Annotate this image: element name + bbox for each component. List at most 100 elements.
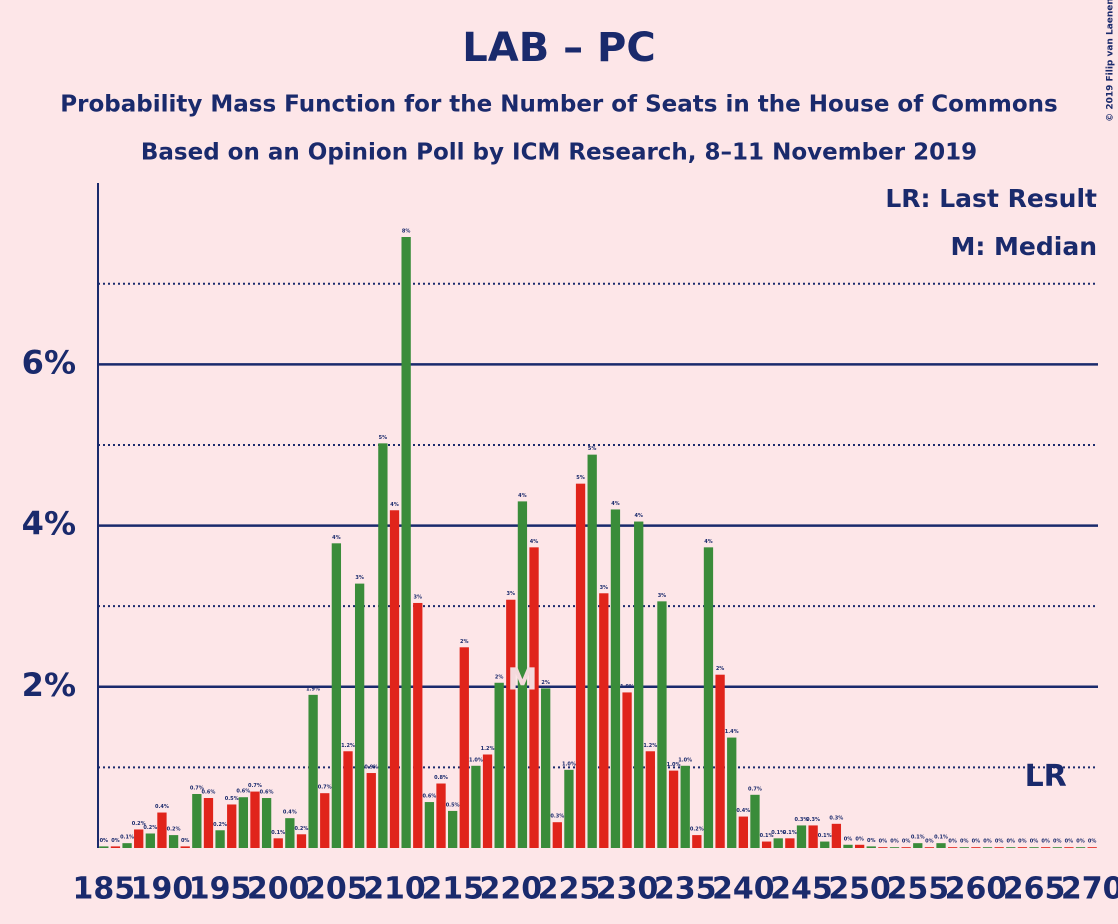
bar <box>889 847 900 848</box>
bar <box>401 237 411 849</box>
bar <box>959 847 969 848</box>
value-label: 2% <box>460 639 469 645</box>
value-label: 0% <box>948 839 957 845</box>
bar <box>238 797 248 848</box>
bar <box>99 846 109 848</box>
bar <box>796 825 807 848</box>
value-label: 2% <box>495 674 504 680</box>
value-label: 0.2% <box>295 826 309 832</box>
bar <box>482 754 493 848</box>
value-label: 0.1% <box>818 833 832 839</box>
bar <box>424 802 435 848</box>
bar <box>366 773 376 848</box>
bar <box>645 751 655 848</box>
value-label: 0.2% <box>167 827 181 833</box>
value-label: 8% <box>402 229 411 235</box>
value-label: 1.0% <box>667 762 681 768</box>
value-label: 0% <box>1041 839 1050 845</box>
bar <box>203 798 214 848</box>
x-tick-label: 265 <box>1003 872 1066 907</box>
bar <box>1029 847 1039 848</box>
value-label: 0.2% <box>690 827 704 833</box>
value-label: 4% <box>390 502 399 508</box>
x-tick-label: 210 <box>363 872 426 907</box>
bar <box>692 835 702 848</box>
bar <box>1006 847 1016 848</box>
value-label: 0% <box>972 839 981 845</box>
value-label: 3% <box>355 575 364 581</box>
bar <box>738 816 748 848</box>
x-tick-label: 255 <box>886 872 949 907</box>
bar <box>1075 847 1086 848</box>
bar <box>296 834 307 848</box>
value-label: 0% <box>1018 839 1027 845</box>
value-label: 0.7% <box>190 785 204 791</box>
bar <box>331 543 342 848</box>
value-label: 0.8% <box>434 775 448 781</box>
value-label: 0% <box>855 836 864 842</box>
x-tick-label: 260 <box>945 872 1008 907</box>
value-label: 0.2% <box>132 821 146 827</box>
value-label: 4% <box>332 535 341 541</box>
value-label: 4% <box>634 513 643 519</box>
y-tick-label: 4% <box>22 505 76 543</box>
bar <box>1064 847 1074 848</box>
bar <box>448 810 458 848</box>
bar <box>227 804 237 848</box>
value-label: 1.9% <box>620 684 634 690</box>
bar <box>878 847 888 848</box>
x-tick-label: 220 <box>479 872 542 907</box>
bar <box>936 843 946 848</box>
value-label: 0.1% <box>271 830 285 836</box>
value-label: 0% <box>111 838 120 844</box>
bar <box>285 818 295 848</box>
value-label: 0.1% <box>783 830 797 836</box>
value-label: 2% <box>716 666 725 672</box>
x-tick-label: 200 <box>247 872 310 907</box>
value-label: 0.7% <box>318 785 332 791</box>
bar <box>471 765 481 848</box>
bar <box>343 751 353 848</box>
bar <box>854 844 865 848</box>
value-label: 0% <box>983 839 992 845</box>
value-label: 4% <box>530 539 539 545</box>
bar <box>680 765 690 848</box>
value-label: 0% <box>960 839 969 845</box>
value-label: 0.5% <box>225 796 239 802</box>
value-label: 1.2% <box>643 743 657 749</box>
value-label: 0.7% <box>748 786 762 792</box>
bar <box>808 825 818 848</box>
bar <box>773 838 783 848</box>
bar <box>727 737 737 848</box>
chart-title: LAB – PC <box>462 25 655 71</box>
bar <box>308 694 318 848</box>
value-label: 0% <box>1030 839 1039 845</box>
bar <box>494 682 504 848</box>
value-label: 0% <box>100 838 109 844</box>
y-tick-label: 2% <box>22 666 76 704</box>
value-label: 4% <box>611 501 620 507</box>
chart-subtitle: Probability Mass Function for the Number… <box>60 92 1057 118</box>
value-label: 1.2% <box>341 743 355 749</box>
value-label: 2% <box>541 680 550 686</box>
x-tick-label: 245 <box>770 872 833 907</box>
value-label: 0% <box>181 838 190 844</box>
value-label: 0.1% <box>771 830 785 836</box>
value-label: 0.3% <box>550 814 564 820</box>
value-label: 1.0% <box>469 757 483 763</box>
value-label: 0.6% <box>422 794 436 800</box>
bar <box>634 521 644 848</box>
x-tick-label: 240 <box>712 872 775 907</box>
bar <box>843 844 853 848</box>
value-label: 0.7% <box>248 783 262 789</box>
x-tick-label: 215 <box>421 872 484 907</box>
bar <box>913 843 923 848</box>
bar <box>785 838 795 848</box>
value-label: 0.6% <box>202 790 216 796</box>
bar <box>389 510 400 848</box>
value-label: 0.4% <box>736 808 750 814</box>
bar <box>1052 847 1062 848</box>
x-tick-label: 185 <box>73 872 136 907</box>
bar <box>145 833 155 848</box>
bar <box>657 601 667 848</box>
